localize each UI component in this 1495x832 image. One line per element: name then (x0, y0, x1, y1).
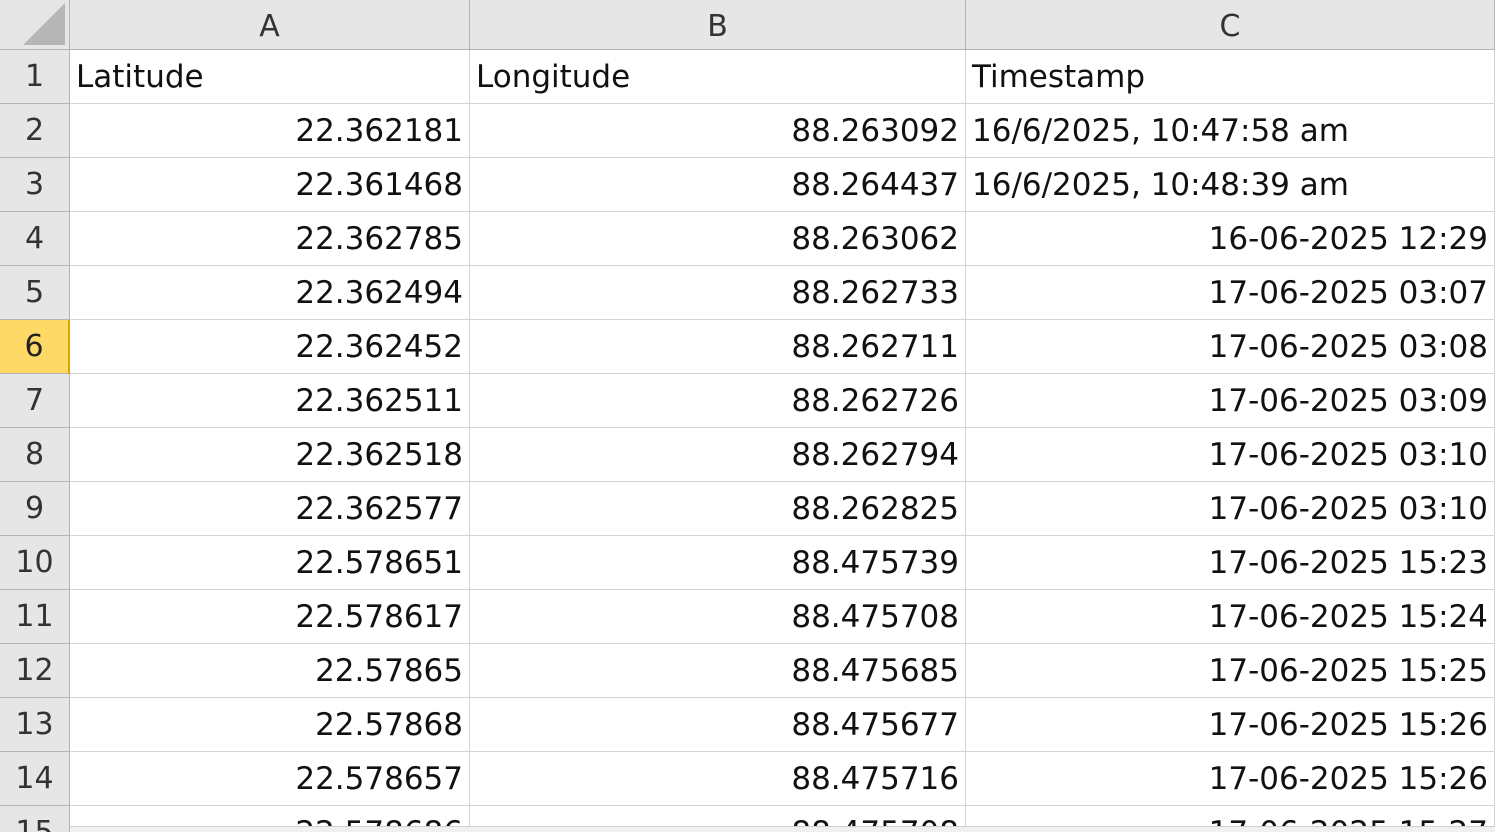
cell-b[interactable]: 88.475685 (470, 644, 966, 698)
row-header[interactable]: 1 (0, 50, 70, 104)
cell-c[interactable]: 17-06-2025 15:26 (966, 698, 1495, 752)
cell-c[interactable]: 16/6/2025, 10:48:39 am (966, 158, 1495, 212)
cell-b[interactable]: 88.262711 (470, 320, 966, 374)
select-all-triangle-icon (23, 3, 65, 45)
cell-a[interactable]: 22.578651 (70, 536, 470, 590)
cell-b[interactable]: 88.475677 (470, 698, 966, 752)
select-all-corner[interactable] (0, 0, 70, 50)
cell-a[interactable]: 22.362785 (70, 212, 470, 266)
cell-b[interactable]: 88.262733 (470, 266, 966, 320)
row-header[interactable]: 2 (0, 104, 70, 158)
row-header[interactable]: 15 (0, 806, 70, 832)
table-row: 9 22.362577 88.262825 17-06-2025 03:10 (0, 482, 1495, 536)
cell-c[interactable]: 17-06-2025 15:24 (966, 590, 1495, 644)
table-row: 8 22.362518 88.262794 17-06-2025 03:10 (0, 428, 1495, 482)
cell-a[interactable]: 22.578657 (70, 752, 470, 806)
row-header[interactable]: 11 (0, 590, 70, 644)
cell-a[interactable]: 22.362518 (70, 428, 470, 482)
cell-b[interactable]: 88.262825 (470, 482, 966, 536)
cell-a[interactable]: Latitude (70, 50, 470, 104)
cell-c[interactable]: 17-06-2025 15:25 (966, 644, 1495, 698)
table-row: 5 22.362494 88.262733 17-06-2025 03:07 (0, 266, 1495, 320)
cell-b[interactable]: 88.264437 (470, 158, 966, 212)
table-row: 6 22.362452 88.262711 17-06-2025 03:08 (0, 320, 1495, 374)
table-row: 10 22.578651 88.475739 17-06-2025 15:23 (0, 536, 1495, 590)
cell-a[interactable]: 22.578617 (70, 590, 470, 644)
column-header-c[interactable]: C (966, 0, 1495, 50)
cell-b[interactable]: 88.475708 (470, 590, 966, 644)
cell-b[interactable]: 88.262794 (470, 428, 966, 482)
cell-a[interactable]: 22.57865 (70, 644, 470, 698)
cell-c[interactable]: 16-06-2025 12:29 (966, 212, 1495, 266)
table-row: 2 22.362181 88.263092 16/6/2025, 10:47:58 a… (0, 104, 1495, 158)
grid-body: 1 Latitude Longitude Timestamp 2 22.362181 88.… (0, 50, 1495, 832)
table-row: 11 22.578617 88.475708 17-06-2025 15:24 (0, 590, 1495, 644)
table-row: 3 22.361468 88.264437 16/6/2025, 10:48:39 a… (0, 158, 1495, 212)
row-header[interactable]: 6 (0, 320, 70, 374)
row-header[interactable]: 7 (0, 374, 70, 428)
row-header[interactable]: 13 (0, 698, 70, 752)
cell-c[interactable]: 17-06-2025 03:10 (966, 482, 1495, 536)
cell-c[interactable]: 17-06-2025 15:26 (966, 752, 1495, 806)
cell-a[interactable]: 22.362511 (70, 374, 470, 428)
cell-a[interactable]: 22.361468 (70, 158, 470, 212)
cell-a[interactable]: 22.362494 (70, 266, 470, 320)
cell-c[interactable]: 17-06-2025 03:10 (966, 428, 1495, 482)
row-header[interactable]: 8 (0, 428, 70, 482)
table-row: 14 22.578657 88.475716 17-06-2025 15:26 (0, 752, 1495, 806)
cell-b[interactable]: Longitude (470, 50, 966, 104)
cell-b[interactable]: 88.263092 (470, 104, 966, 158)
cell-a[interactable]: 22.362452 (70, 320, 470, 374)
cell-a[interactable]: 22.57868 (70, 698, 470, 752)
cell-b[interactable]: 88.262726 (470, 374, 966, 428)
column-header-b[interactable]: B (470, 0, 966, 50)
row-header[interactable]: 14 (0, 752, 70, 806)
table-row: 4 22.362785 88.263062 16-06-2025 12:29 (0, 212, 1495, 266)
row-header[interactable]: 3 (0, 158, 70, 212)
table-row: 1 Latitude Longitude Timestamp (0, 50, 1495, 104)
cell-c[interactable]: Timestamp (966, 50, 1495, 104)
table-row: 13 22.57868 88.475677 17-06-2025 15:26 (0, 698, 1495, 752)
column-header-row: A B C (70, 0, 1495, 50)
cell-b[interactable]: 88.475739 (470, 536, 966, 590)
cell-c[interactable]: 16/6/2025, 10:47:58 am (966, 104, 1495, 158)
table-row: 12 22.57865 88.475685 17-06-2025 15:25 (0, 644, 1495, 698)
cell-c[interactable]: 17-06-2025 03:08 (966, 320, 1495, 374)
column-header-a[interactable]: A (70, 0, 470, 50)
row-header[interactable]: 5 (0, 266, 70, 320)
cell-c[interactable]: 17-06-2025 03:07 (966, 266, 1495, 320)
row-header[interactable]: 9 (0, 482, 70, 536)
cell-a[interactable]: 22.362577 (70, 482, 470, 536)
cell-a[interactable]: 22.362181 (70, 104, 470, 158)
horizontal-scrollbar[interactable] (70, 826, 1495, 832)
cell-c[interactable]: 17-06-2025 03:09 (966, 374, 1495, 428)
cell-c[interactable]: 17-06-2025 15:23 (966, 536, 1495, 590)
table-row: 7 22.362511 88.262726 17-06-2025 03:09 (0, 374, 1495, 428)
row-header[interactable]: 12 (0, 644, 70, 698)
row-header[interactable]: 10 (0, 536, 70, 590)
cell-b[interactable]: 88.475716 (470, 752, 966, 806)
cell-b[interactable]: 88.263062 (470, 212, 966, 266)
row-header[interactable]: 4 (0, 212, 70, 266)
